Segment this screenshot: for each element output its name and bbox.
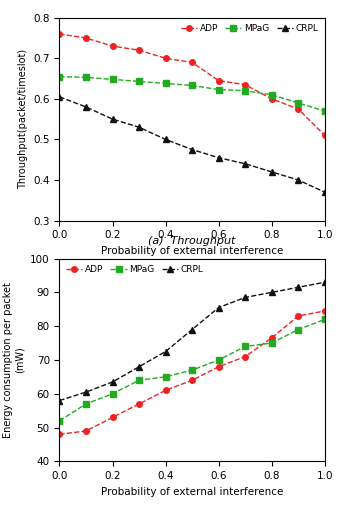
MPaG (190, 367, 194, 373)
ADP (110, 43, 115, 49)
ADP (190, 59, 194, 65)
MPaG (164, 81, 168, 87)
ADP (137, 47, 141, 53)
CRPL (110, 379, 115, 385)
CRPL (137, 364, 141, 370)
ADP (110, 414, 115, 420)
Legend: ADP, MPaG, CRPL: ADP, MPaG, CRPL (179, 22, 320, 35)
ADP (270, 96, 274, 102)
CRPL (270, 169, 274, 175)
ADP (243, 353, 247, 359)
MPaG (164, 374, 168, 380)
ADP (217, 78, 221, 84)
MPaG (137, 79, 141, 85)
MPaG (270, 92, 274, 98)
ADP (243, 82, 247, 88)
CRPL (217, 155, 221, 161)
MPaG (137, 377, 141, 383)
CRPL (110, 116, 115, 122)
ADP (270, 335, 274, 341)
ADP (217, 364, 221, 370)
CRPL (270, 289, 274, 296)
CRPL (296, 177, 300, 183)
MPaG (84, 75, 88, 81)
CRPL (217, 305, 221, 311)
CRPL (84, 389, 88, 395)
X-axis label: Probability of external interference: Probability of external interference (101, 487, 283, 497)
ADP (84, 428, 88, 434)
Y-axis label: Energy consumption per packet
(mW): Energy consumption per packet (mW) (3, 282, 24, 438)
CRPL (296, 284, 300, 291)
MPaG (296, 100, 300, 106)
CRPL (190, 147, 194, 153)
ADP (57, 31, 62, 37)
CRPL (243, 295, 247, 301)
MPaG (217, 87, 221, 93)
MPaG (243, 88, 247, 94)
ADP (164, 387, 168, 393)
CRPL (164, 348, 168, 354)
MPaG (243, 343, 247, 349)
CRPL (190, 327, 194, 333)
MPaG (323, 316, 327, 322)
MPaG (296, 327, 300, 333)
X-axis label: Probability of external interference: Probability of external interference (101, 246, 283, 256)
MPaG (57, 74, 62, 80)
CRPL (164, 136, 168, 142)
CRPL (84, 104, 88, 110)
Line: ADP: ADP (57, 308, 327, 437)
MPaG (84, 401, 88, 407)
Line: CRPL: CRPL (57, 279, 327, 403)
MPaG (110, 77, 115, 83)
ADP (323, 132, 327, 138)
Line: CRPL: CRPL (57, 94, 327, 195)
MPaG (323, 108, 327, 114)
ADP (137, 401, 141, 407)
CRPL (323, 189, 327, 195)
Text: (a)  Throughput: (a) Throughput (149, 236, 236, 246)
ADP (164, 55, 168, 61)
MPaG (110, 391, 115, 397)
CRPL (137, 124, 141, 130)
MPaG (190, 83, 194, 89)
ADP (296, 106, 300, 112)
CRPL (57, 94, 62, 100)
Line: MPaG: MPaG (57, 317, 327, 423)
CRPL (243, 161, 247, 167)
Legend: ADP, MPaG, CRPL: ADP, MPaG, CRPL (64, 263, 205, 276)
Line: MPaG: MPaG (57, 74, 327, 114)
Y-axis label: Throughput(packet/timeslot): Throughput(packet/timeslot) (18, 49, 28, 189)
ADP (323, 308, 327, 314)
ADP (190, 377, 194, 383)
ADP (296, 313, 300, 319)
Line: ADP: ADP (57, 31, 327, 138)
CRPL (57, 397, 62, 404)
MPaG (270, 340, 274, 346)
ADP (57, 431, 62, 438)
ADP (84, 35, 88, 41)
MPaG (57, 418, 62, 424)
MPaG (217, 357, 221, 363)
CRPL (323, 279, 327, 285)
